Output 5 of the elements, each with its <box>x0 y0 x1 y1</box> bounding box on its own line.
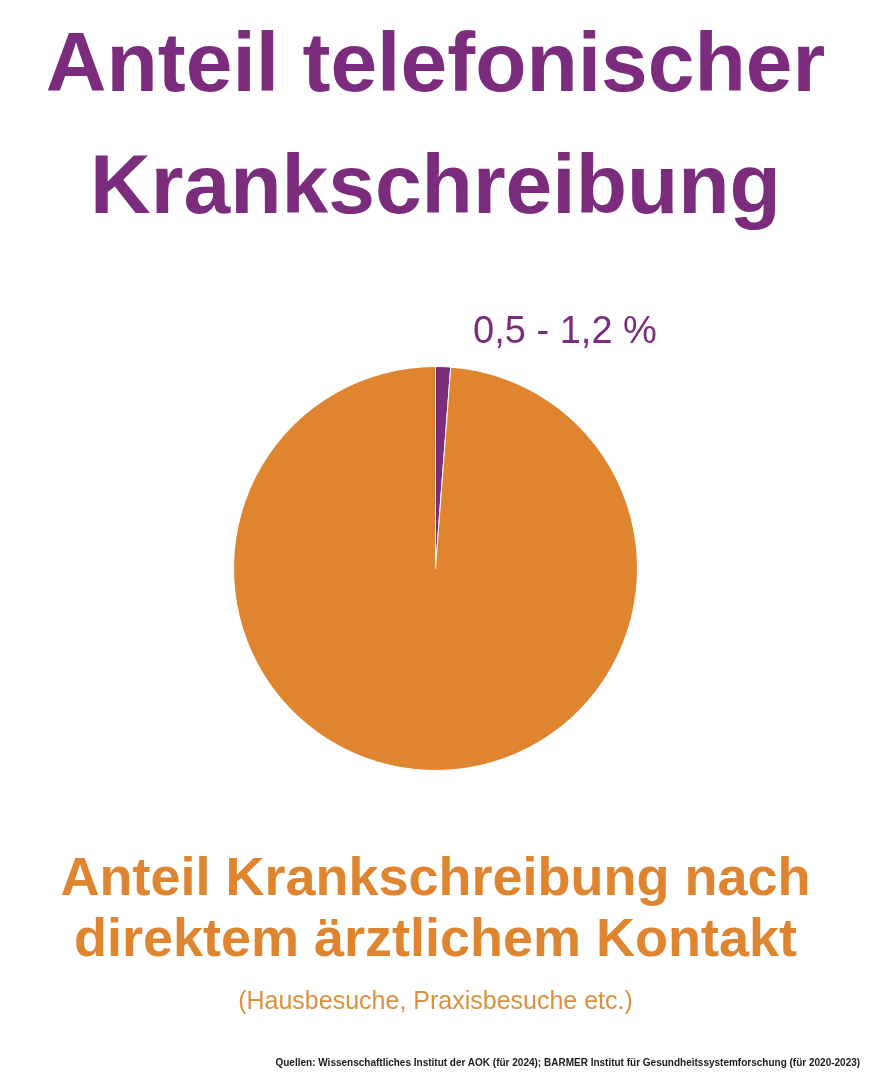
text: 0,5 - 1,2 % <box>473 308 657 351</box>
slice-label: Anteil Krankschreibung nach direktem ärztlichem Kontakt <box>60 845 811 967</box>
text: (Hausbesuche, Praxisbesuche etc.) <box>238 985 633 1014</box>
source-note: Quellen: Wissenschaftliches Institut der AOK (für 2024); BARMER Institut für Gesundheitssystemforschung (für 2020-2023) <box>275 1057 861 1068</box>
slice-label: Anteil telefonischer Krankschreibung <box>45 14 826 231</box>
